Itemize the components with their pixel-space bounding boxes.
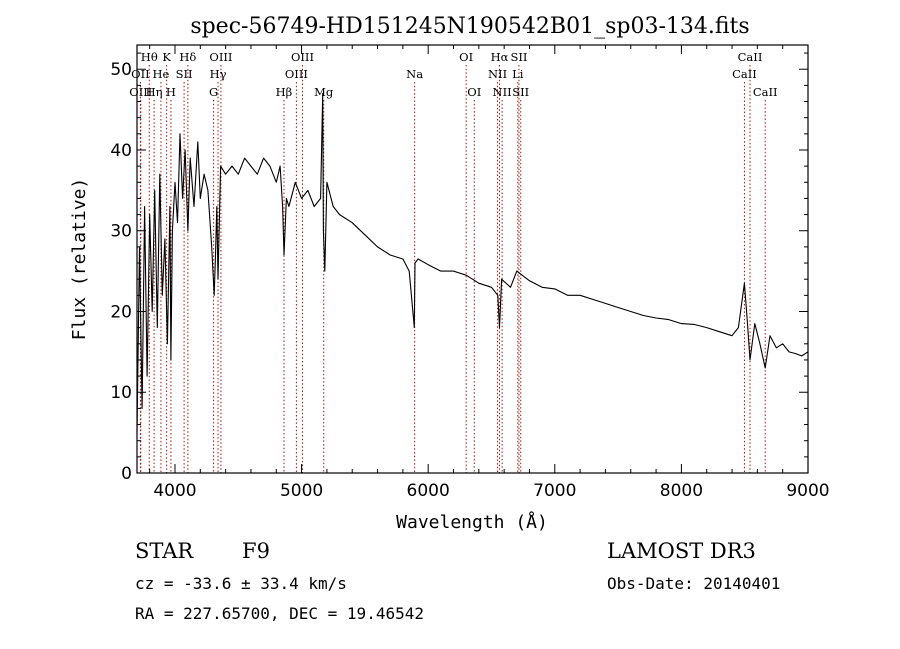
line-label: OII (131, 67, 150, 81)
line-label: H (166, 85, 176, 99)
y-tick-label: 50 (110, 60, 132, 80)
line-label: OIII (129, 85, 152, 99)
line-label: G (209, 85, 218, 99)
x-tick-label: 9000 (786, 481, 829, 501)
y-tick-label: 40 (110, 141, 132, 161)
spectrum-line (136, 92, 809, 433)
subclass: F9 (242, 539, 270, 563)
survey-name: LAMOST DR3 (607, 539, 756, 563)
line-label: CaII (738, 50, 763, 64)
chart-title: spec-56749-HD151245N190542B01_sp03-134.f… (190, 14, 749, 39)
coordinates: RA = 227.65700, DEC = 19.46542 (135, 604, 424, 623)
line-label: CaII (732, 67, 757, 81)
line-label: Hδ (179, 50, 196, 64)
line-label: SII (510, 50, 527, 64)
obs-date: Obs-Date: 20140401 (607, 574, 780, 593)
y-tick-label: 20 (110, 302, 132, 322)
line-label: OI (467, 85, 481, 99)
y-tick-label: 10 (110, 383, 132, 403)
redshift-cz: cz = -33.6 ± 33.4 km/s (135, 574, 347, 593)
line-label: NII (488, 67, 507, 81)
x-tick-label: 6000 (407, 481, 450, 501)
x-tick-label: 5000 (280, 481, 323, 501)
line-label: NII (493, 85, 512, 99)
line-label: CaII (753, 85, 778, 99)
line-label: Mg (314, 85, 334, 99)
line-label: SII (176, 67, 193, 81)
line-label: Hθ (141, 50, 158, 64)
line-label: Hγ (210, 67, 227, 81)
x-tick-label: 4000 (153, 481, 196, 501)
y-axis-label: Flux (relative) (69, 178, 90, 341)
plot-frame (136, 44, 809, 474)
object-class: STAR (135, 539, 194, 563)
line-label: Hη (146, 85, 163, 99)
axis-ticks: 4000 5000 6000 7000 8000 9000 0 10 20 30 40 50 (110, 45, 830, 501)
x-axis-label: Wavelength (Å) (396, 511, 548, 533)
line-label: OIII (209, 50, 232, 64)
y-tick-label: 30 (110, 222, 132, 242)
line-label: K (162, 50, 171, 64)
line-label: Hα (491, 50, 509, 64)
x-tick-label: 7000 (533, 481, 576, 501)
line-label: OIII (285, 67, 308, 81)
line-label: Na (406, 67, 423, 81)
spectral-line-markers (139, 65, 766, 473)
line-label: Hβ (276, 85, 293, 99)
y-tick-label: 0 (121, 464, 132, 484)
line-label: Li (512, 67, 524, 81)
line-label: OI (459, 50, 473, 64)
line-label: OIII (291, 50, 314, 64)
x-tick-label: 8000 (660, 481, 703, 501)
line-label: SII (512, 85, 529, 99)
line-label: He (153, 67, 170, 81)
spectrum-series (136, 92, 809, 433)
